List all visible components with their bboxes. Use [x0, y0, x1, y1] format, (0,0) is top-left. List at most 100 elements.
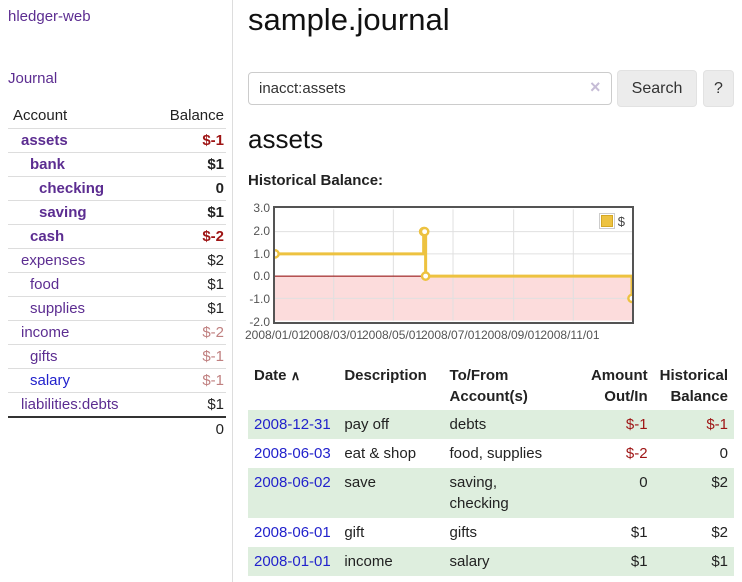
accounts-header-row: Account Balance	[8, 103, 226, 129]
x-axis-tick-label: 2008/05/01	[361, 328, 423, 342]
account-link-gifts[interactable]: gifts	[30, 348, 58, 365]
chart-title: Historical Balance:	[248, 172, 384, 189]
accounts-col-account: Account	[8, 103, 150, 129]
account-link-expenses[interactable]: expenses	[21, 252, 86, 269]
account-row: food $1	[8, 272, 226, 297]
main-content: sample.journal × Search ? assets Histori…	[245, 0, 734, 582]
account-balance: $1	[149, 152, 226, 177]
clear-search-icon[interactable]: ×	[590, 77, 601, 97]
account-row: income $-2	[8, 320, 226, 345]
transaction-accounts-cell: gifts	[449, 524, 478, 541]
transaction-balance-cell: $-1	[653, 410, 734, 439]
transaction-row[interactable]: 2008-12-31 pay off debts $-1 $-1	[248, 410, 734, 439]
transaction-date-link[interactable]: 2008-12-31	[254, 416, 331, 433]
transaction-amount-cell: $-2	[625, 445, 648, 462]
y-axis-tick-label: 0.0	[253, 269, 270, 284]
legend-label: $	[617, 213, 625, 229]
transaction-description-cell: save	[338, 468, 444, 518]
account-row: cash $-2	[8, 224, 226, 249]
account-balance: $2	[149, 248, 226, 273]
transaction-accounts-cell: debts	[443, 410, 585, 439]
account-balance: 0	[149, 176, 226, 201]
transaction-row[interactable]: 2008-06-01 gift gifts $1 $2	[248, 518, 734, 547]
transaction-date-link[interactable]: 2008-01-01	[254, 553, 331, 570]
register-col-description: Description	[344, 367, 427, 384]
transaction-description-cell: pay off	[338, 410, 444, 439]
transaction-balance-cell: $1	[653, 547, 734, 576]
transaction-date-link[interactable]: 2008-06-01	[254, 524, 331, 541]
account-balance: $1	[149, 296, 226, 321]
account-balance: $-1	[149, 344, 226, 369]
account-link-bank[interactable]: bank	[30, 156, 66, 173]
y-axis-tick-label: -2.0	[249, 315, 270, 329]
account-link-checking[interactable]: checking	[39, 180, 105, 197]
transaction-accounts-cell: food, supplies	[449, 445, 543, 462]
transaction-description-cell: gift	[344, 524, 365, 541]
transaction-date-cell: 2008-06-01	[248, 518, 338, 547]
x-axis-tick-label: 2008/07/01	[420, 328, 482, 342]
register-col-date[interactable]: Date ∧	[248, 362, 338, 410]
data-point-marker	[627, 293, 637, 304]
help-button[interactable]: ?	[703, 70, 734, 107]
transaction-amount-cell: $-1	[584, 410, 654, 439]
data-point-marker	[270, 249, 280, 259]
transaction-row[interactable]: 2008-01-01 income salary $1 $1	[248, 547, 734, 576]
register-col-balance: Historical Balance	[659, 367, 728, 405]
account-link-supplies[interactable]: supplies	[30, 300, 86, 317]
transaction-date-cell: 2008-06-03	[248, 439, 338, 468]
x-axis-tick-label: 2008/11/01	[540, 328, 600, 342]
register-col-date-label: Date	[254, 367, 287, 384]
account-link-salary[interactable]: salary	[30, 372, 71, 389]
accounts-total-value: 0	[149, 416, 226, 441]
account-link-income[interactable]: income	[21, 324, 70, 341]
transaction-row[interactable]: 2008-06-02 save saving, checking 0 $2	[248, 468, 734, 518]
transaction-balance-cell: $2	[711, 524, 728, 541]
search-input[interactable]	[248, 72, 612, 105]
account-balance: $-2	[149, 320, 226, 345]
account-link-saving[interactable]: saving	[39, 204, 87, 221]
x-axis-tick-label: 2008/03/01	[302, 328, 364, 342]
account-row: expenses $2	[8, 248, 226, 273]
transaction-date-link[interactable]: 2008-06-03	[254, 445, 331, 462]
account-link-cash[interactable]: cash	[30, 228, 65, 245]
account-balance: $-1	[149, 128, 226, 153]
balance-chart[interactable]: $	[270, 206, 637, 324]
transaction-date-cell: 2008-12-31	[248, 410, 339, 439]
account-row: supplies $1	[8, 296, 226, 321]
y-axis-tick-label: 3.0	[253, 201, 270, 215]
account-balance: $1	[149, 392, 226, 418]
account-balance: $-2	[149, 224, 226, 249]
data-point-marker	[419, 226, 430, 237]
register-col-amount: Amount Out/In	[590, 367, 648, 405]
transaction-description-cell: eat & shop	[344, 445, 417, 462]
transaction-balance-cell: 0	[719, 445, 728, 462]
data-point-marker	[420, 271, 431, 281]
chart-plot-area	[270, 209, 637, 321]
sidebar-item-journal[interactable]: Journal	[8, 70, 58, 87]
app-title-link[interactable]: hledger-web	[8, 8, 91, 25]
account-link-liabilities-debts[interactable]: liabilities:debts	[21, 396, 119, 413]
transaction-date-cell: 2008-01-01	[248, 547, 339, 576]
account-balance: $1	[149, 200, 226, 225]
account-row: checking 0	[8, 176, 226, 201]
account-link-assets[interactable]: assets	[21, 132, 68, 149]
accounts-total-spacer	[8, 416, 150, 441]
transaction-date-link[interactable]: 2008-06-02	[254, 474, 331, 491]
y-axis-tick-label: 2.0	[253, 223, 270, 238]
account-link-food[interactable]: food	[30, 276, 60, 293]
accounts-table: Account Balance assets $-1 bank $1 checking 0…	[8, 103, 226, 441]
account-row: saving $1	[8, 200, 226, 225]
account-balance: $1	[149, 272, 226, 297]
transaction-row[interactable]: 2008-06-03 eat & shop food, supplies $-2 0	[248, 439, 734, 468]
page-title: sample.journal	[248, 2, 450, 37]
x-axis-tick-label: 2008/01/01	[244, 328, 306, 342]
transaction-amount-cell: 0	[584, 468, 654, 518]
register-col-account: To/From Account(s)	[449, 367, 528, 405]
x-axis-tick-label: 2008/09/01	[480, 328, 541, 342]
search-button[interactable]: Search	[617, 70, 697, 107]
sort-asc-icon: ∧	[290, 368, 301, 383]
accounts-total-row: 0	[8, 416, 226, 441]
y-axis-tick-label: -1.0	[249, 292, 270, 307]
account-heading: assets	[248, 124, 324, 154]
chart-legend: $	[596, 212, 627, 230]
